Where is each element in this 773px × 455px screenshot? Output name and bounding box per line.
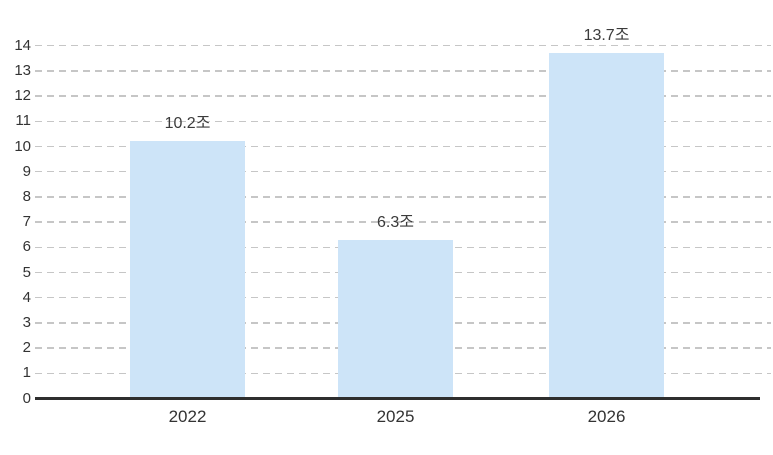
y-axis-tick-label: 3: [22, 313, 31, 331]
y-axis-tick-label: 9: [22, 162, 31, 180]
y-axis-tick-label: 6: [22, 238, 31, 256]
bar-2025: [338, 239, 453, 399]
y-axis-tick-label: 13: [14, 61, 31, 79]
x-axis-tick-label: 2026: [587, 407, 626, 426]
y-axis-tick-label: 11: [15, 112, 31, 130]
y-axis-tick-label: 12: [14, 87, 31, 105]
gridline-y9: [35, 170, 771, 173]
bar-2026: [549, 53, 664, 399]
x-axis-tick-label: 2022: [168, 407, 207, 426]
y-axis-tick-label: 2: [22, 339, 31, 357]
y-axis-tick-label: 8: [22, 187, 31, 205]
y-axis-tick-label: 4: [22, 288, 31, 306]
gridline-y12: [35, 95, 771, 97]
y-axis-tick-label: 1: [22, 364, 31, 382]
gridline-y8: [35, 196, 771, 198]
x-axis-line: [35, 397, 760, 400]
gridline-y10: [35, 145, 771, 148]
bar-value-label: 6.3조: [377, 213, 414, 231]
bar-value-label: 10.2조: [164, 115, 211, 133]
y-axis-tick-label: 10: [14, 137, 31, 155]
x-axis-tick-label: 2025: [376, 407, 415, 426]
gridline-y13: [35, 70, 771, 72]
gridline-y11: [35, 120, 771, 123]
y-axis-tick-label: 14: [14, 36, 31, 54]
y-axis-tick-label: 0: [22, 389, 31, 407]
gridline-y7: [35, 221, 771, 223]
y-axis-tick-label: 5: [22, 263, 31, 281]
bar-value-label: 13.7조: [583, 27, 630, 45]
bar-2022: [130, 141, 245, 399]
gridline-y14: [35, 44, 771, 47]
y-axis-tick-label: 7: [22, 213, 31, 231]
